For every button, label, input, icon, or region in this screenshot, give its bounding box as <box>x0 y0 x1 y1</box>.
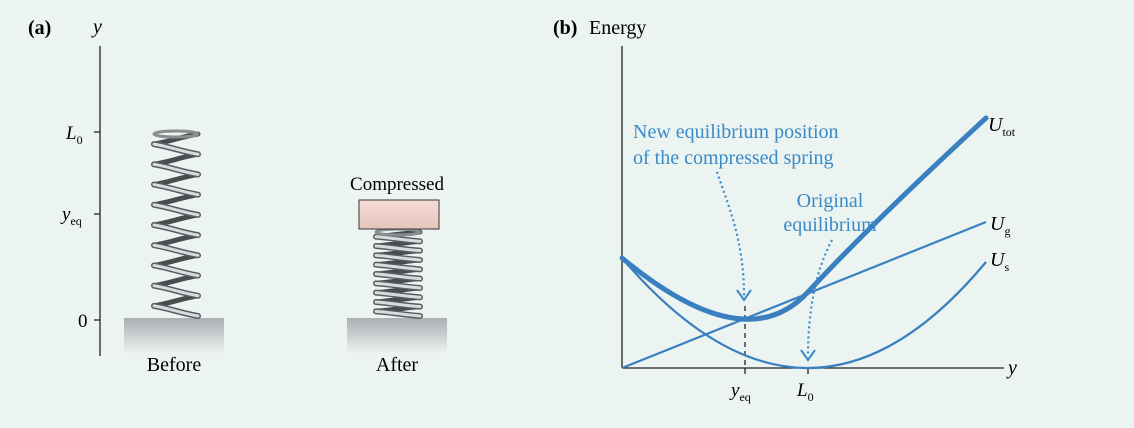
panel-a-label: (a) <box>28 17 51 39</box>
x-tick-label-yeq: yeq <box>729 380 751 404</box>
spring-coil-front <box>152 263 200 278</box>
panel-a-axis-label: y <box>91 16 102 38</box>
compressing-block <box>358 199 440 230</box>
panel-a: (a) y L0 yeq 0 Compressed Before After <box>28 16 447 376</box>
spring-coil-front <box>374 253 422 262</box>
original-equilibrium-text-2: equilibrium <box>783 214 877 236</box>
u-tot-label: Utot <box>988 114 1016 139</box>
spring-coil-front <box>374 263 422 271</box>
spring-top-cap <box>152 129 200 139</box>
spring-coil-front <box>152 203 200 217</box>
panel-b: (b) Energy y yeq L0 Utot Ug Us New equil… <box>553 17 1017 404</box>
spring-coil-front <box>374 235 422 243</box>
spring-coil-front <box>374 272 422 281</box>
energy-axis-label: Energy <box>589 17 646 39</box>
before-base <box>124 318 224 354</box>
u-s-curve <box>621 257 987 369</box>
spring-coil-front <box>152 243 200 257</box>
x-tick-label-l0: L0 <box>796 380 814 404</box>
tick-label-yeq: yeq <box>60 204 82 228</box>
spring-coil-front <box>374 300 422 309</box>
new-equilibrium-text-2: of the compressed spring <box>633 147 834 169</box>
spring-coil-front <box>374 309 422 318</box>
after-base <box>347 318 447 354</box>
spring-coil-front <box>374 244 422 253</box>
before-label: Before <box>147 354 202 376</box>
spring-coil-front <box>152 304 200 318</box>
spring-coil-front <box>152 142 200 156</box>
u-s-label: Us <box>990 249 1009 274</box>
original-equilibrium-text-1: Original <box>797 190 864 212</box>
new-equilibrium-arrowhead <box>736 289 752 302</box>
new-equilibrium-text-1: New equilibrium position <box>633 121 839 143</box>
spring-before <box>151 129 201 319</box>
after-label: After <box>376 354 419 376</box>
position-axis-label: y <box>1006 357 1017 379</box>
spring-after <box>373 227 423 319</box>
original-equilibrium-arrowhead <box>800 349 816 362</box>
u-tot-curve <box>619 115 989 322</box>
new-equilibrium-arrow <box>715 171 746 297</box>
tick-label-zero: 0 <box>78 311 88 332</box>
panel-b-label: (b) <box>553 17 577 39</box>
spring-coil-front <box>152 284 200 298</box>
tick-label-l0: L0 <box>65 123 83 147</box>
spring-coil-front <box>152 223 200 237</box>
spring-coil-front <box>152 183 200 197</box>
spring-coil-front <box>374 291 422 299</box>
original-equilibrium-arrow <box>806 239 833 357</box>
u-g-label: Ug <box>990 213 1010 238</box>
spring-coil-front <box>152 162 200 176</box>
compressed-label: Compressed <box>350 174 444 195</box>
spring-coil-front <box>374 281 422 290</box>
